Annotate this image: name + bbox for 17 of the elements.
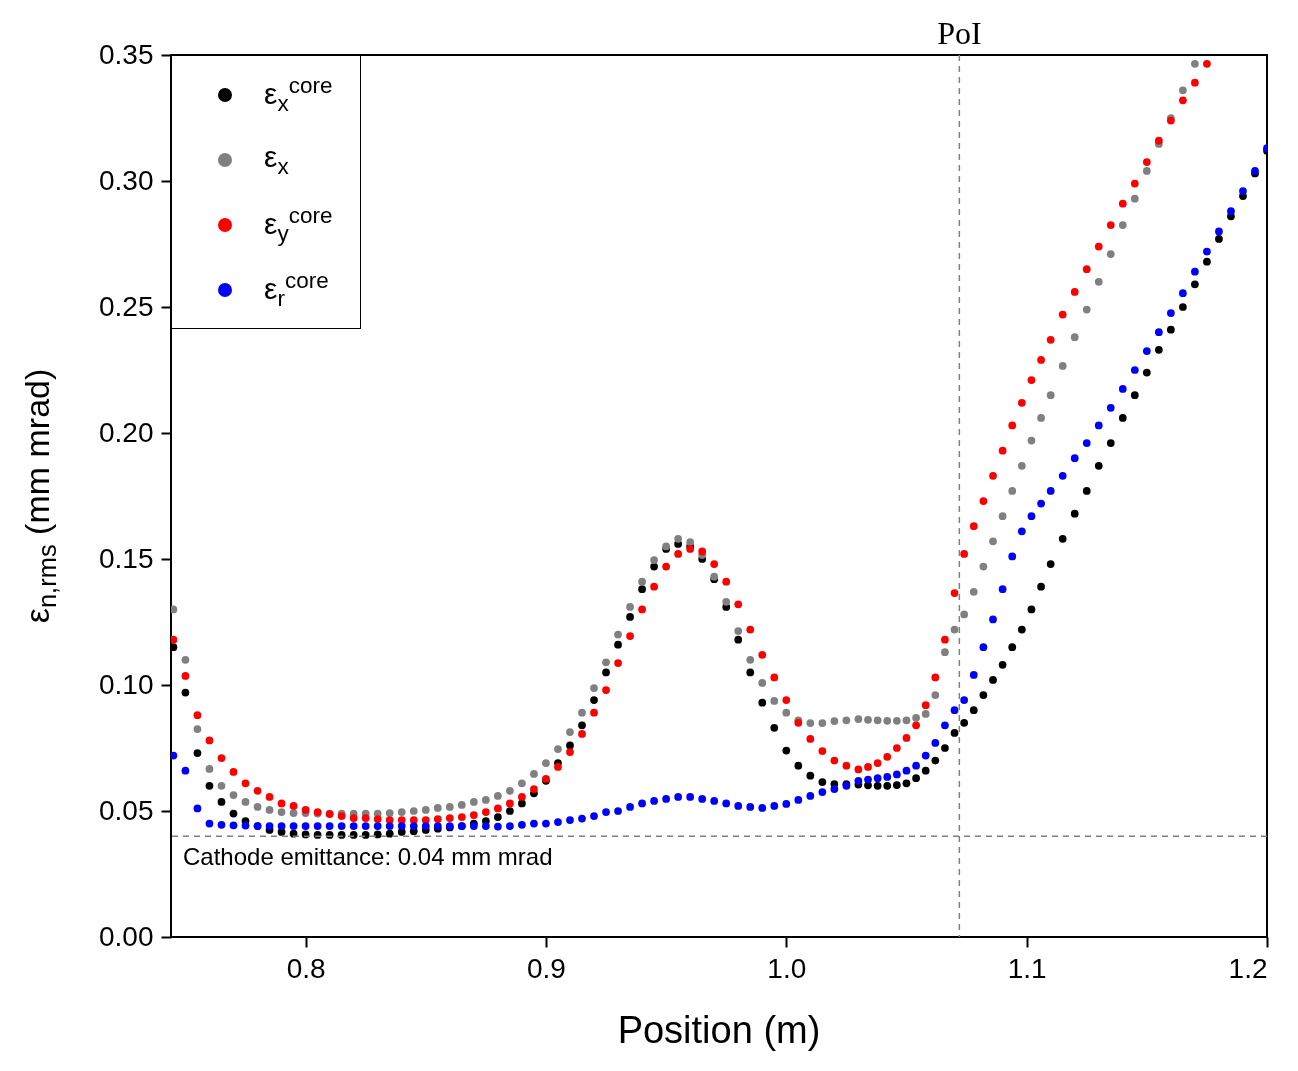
y-tick-label: 0.15 <box>99 542 154 574</box>
y-tick-label: 0.30 <box>99 164 154 196</box>
x-axis-title: Position (m) <box>617 1009 821 1051</box>
legend-label: ε$_{x}$ <box>264 139 289 180</box>
y-tick-label: 0.05 <box>99 794 154 826</box>
x-tick-label: 1.0 <box>767 952 807 984</box>
y-tick-label: 0.25 <box>99 290 154 322</box>
y-tick-label: 0.10 <box>99 668 154 700</box>
x-tick-label: 0.8 <box>286 952 326 984</box>
ref-line-label: PoI <box>937 15 982 51</box>
x-tick-label: 0.9 <box>526 952 566 984</box>
y-tick-label: 0.35 <box>99 38 154 70</box>
y-tick-label: 0.00 <box>99 920 154 952</box>
x-tick-label: 1.1 <box>1007 952 1047 984</box>
y-tick-label: 0.20 <box>99 416 154 448</box>
ref-line-label: Cathode emittance: 0.04 mm mrad <box>183 843 553 871</box>
x-tick-label: 1.2 <box>1228 952 1268 984</box>
